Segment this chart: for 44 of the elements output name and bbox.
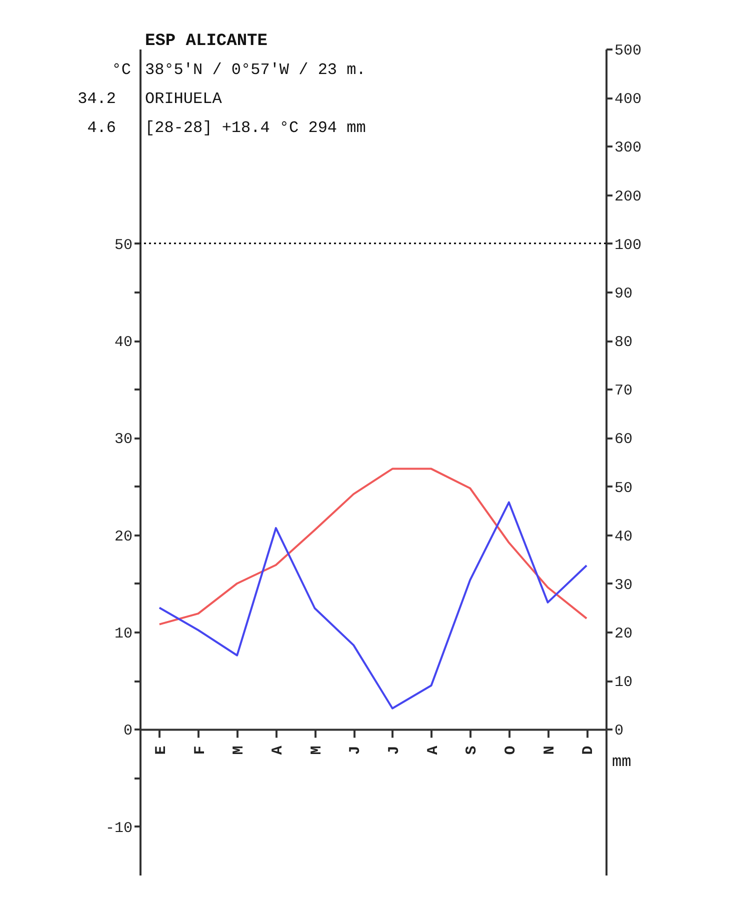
x-tick-label: A	[269, 746, 286, 755]
y3-tick-label: 200	[614, 188, 642, 206]
annotation: [28-28] +18.4 °C 294 mm	[145, 119, 366, 137]
y-axis-title: °C	[112, 61, 131, 79]
text: 4.6	[87, 119, 116, 137]
y2-axis-title: mm	[612, 753, 632, 772]
y2-tick-label: 10	[614, 674, 633, 692]
y-tick-label: -10	[105, 820, 132, 837]
y-tick-label: 30	[114, 431, 132, 448]
y2-tick-label: 50	[614, 480, 633, 497]
y2-tick-label: 70	[614, 382, 633, 400]
y-tick-label: 0	[123, 722, 132, 740]
y2-tick-label: 40	[614, 528, 633, 546]
x-tick-label: J	[347, 746, 364, 755]
chart-title: ESP ALICANTE	[145, 32, 268, 51]
y2-tick-label: 20	[614, 626, 633, 643]
y2-tick-label: 80	[614, 334, 633, 352]
y2-tick-label: 60	[614, 431, 633, 448]
annotation: ORIHUELA	[145, 90, 222, 108]
x-tick-label: O	[502, 746, 520, 755]
y2-tick-label: 100	[614, 236, 642, 254]
x-tick-label: M	[230, 746, 248, 755]
y-tick-label: 40	[114, 334, 132, 352]
x-tick-label: J	[386, 746, 403, 755]
y-tick-label: 50	[114, 236, 132, 254]
x-tick-label: S	[464, 746, 481, 755]
y2-tick-label: 0	[614, 722, 624, 740]
y3-tick-label: 400	[614, 91, 642, 108]
x-tick-label: N	[541, 746, 558, 755]
annotation: 38°5'N / 0°57'W / 23 m.	[145, 61, 366, 79]
x-tick-label: A	[424, 746, 442, 755]
y2-tick-label: 90	[614, 285, 633, 302]
line-series	[158, 468, 588, 626]
x-tick-label: F	[192, 746, 209, 755]
y-tick-label: 10	[114, 626, 132, 643]
y2-tick-label: 30	[614, 576, 633, 594]
line-series	[158, 501, 588, 710]
y3-tick-label: 500	[614, 42, 642, 60]
text: 34.2	[78, 90, 116, 108]
y3-tick-label: 300	[614, 140, 642, 157]
y-tick-label: 20	[114, 528, 132, 546]
x-tick-label: E	[152, 746, 170, 755]
x-tick-label: M	[308, 746, 326, 755]
x-tick-label: D	[580, 746, 598, 755]
